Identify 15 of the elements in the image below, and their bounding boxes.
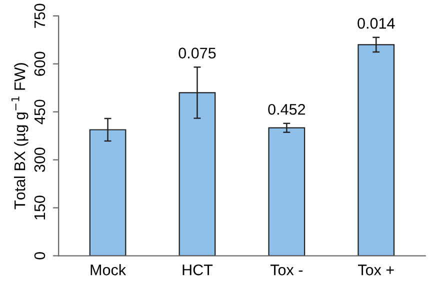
y-tick-label: 750 bbox=[34, 4, 46, 28]
x-tick-label: HCT bbox=[182, 264, 213, 276]
x-tick-label: Tox + bbox=[358, 264, 394, 276]
y-tick-label: 150 bbox=[34, 196, 46, 220]
y-axis-title: Total BX (µg g$^{−1}$ FW) bbox=[11, 63, 28, 210]
annotation: 0.014 bbox=[358, 18, 395, 29]
y-tick-label: 0 bbox=[34, 252, 46, 260]
annotation: 0.452 bbox=[268, 104, 306, 115]
bar bbox=[268, 127, 306, 256]
annotation: 0.075 bbox=[178, 48, 216, 58]
y-tick-label: 300 bbox=[34, 148, 46, 172]
x-tick-label: Mock bbox=[90, 264, 126, 276]
y-tick-label: 600 bbox=[34, 52, 46, 76]
x-tick-label: Tox - bbox=[270, 264, 303, 276]
y-tick-label: 450 bbox=[34, 100, 46, 124]
